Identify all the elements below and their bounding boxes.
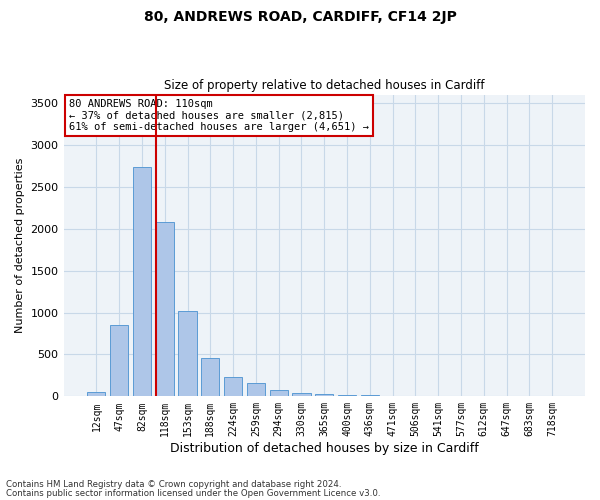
Bar [361, 395, 379, 396]
Y-axis label: Number of detached properties: Number of detached properties [15, 158, 25, 333]
X-axis label: Distribution of detached houses by size in Cardiff: Distribution of detached houses by size … [170, 442, 479, 455]
Bar [201, 358, 220, 397]
Bar [178, 311, 197, 396]
Text: 80, ANDREWS ROAD, CARDIFF, CF14 2JP: 80, ANDREWS ROAD, CARDIFF, CF14 2JP [143, 10, 457, 24]
Bar [87, 392, 106, 396]
Text: 80 ANDREWS ROAD: 110sqm
← 37% of detached houses are smaller (2,815)
61% of semi: 80 ANDREWS ROAD: 110sqm ← 37% of detache… [69, 99, 369, 132]
Bar [315, 394, 334, 396]
Bar [155, 222, 174, 396]
Bar [247, 384, 265, 396]
Bar [292, 392, 311, 396]
Bar [110, 325, 128, 396]
Bar [133, 168, 151, 396]
Text: Contains HM Land Registry data © Crown copyright and database right 2024.: Contains HM Land Registry data © Crown c… [6, 480, 341, 489]
Text: Contains public sector information licensed under the Open Government Licence v3: Contains public sector information licen… [6, 488, 380, 498]
Bar [269, 390, 288, 396]
Bar [338, 394, 356, 396]
Title: Size of property relative to detached houses in Cardiff: Size of property relative to detached ho… [164, 79, 485, 92]
Bar [224, 376, 242, 396]
